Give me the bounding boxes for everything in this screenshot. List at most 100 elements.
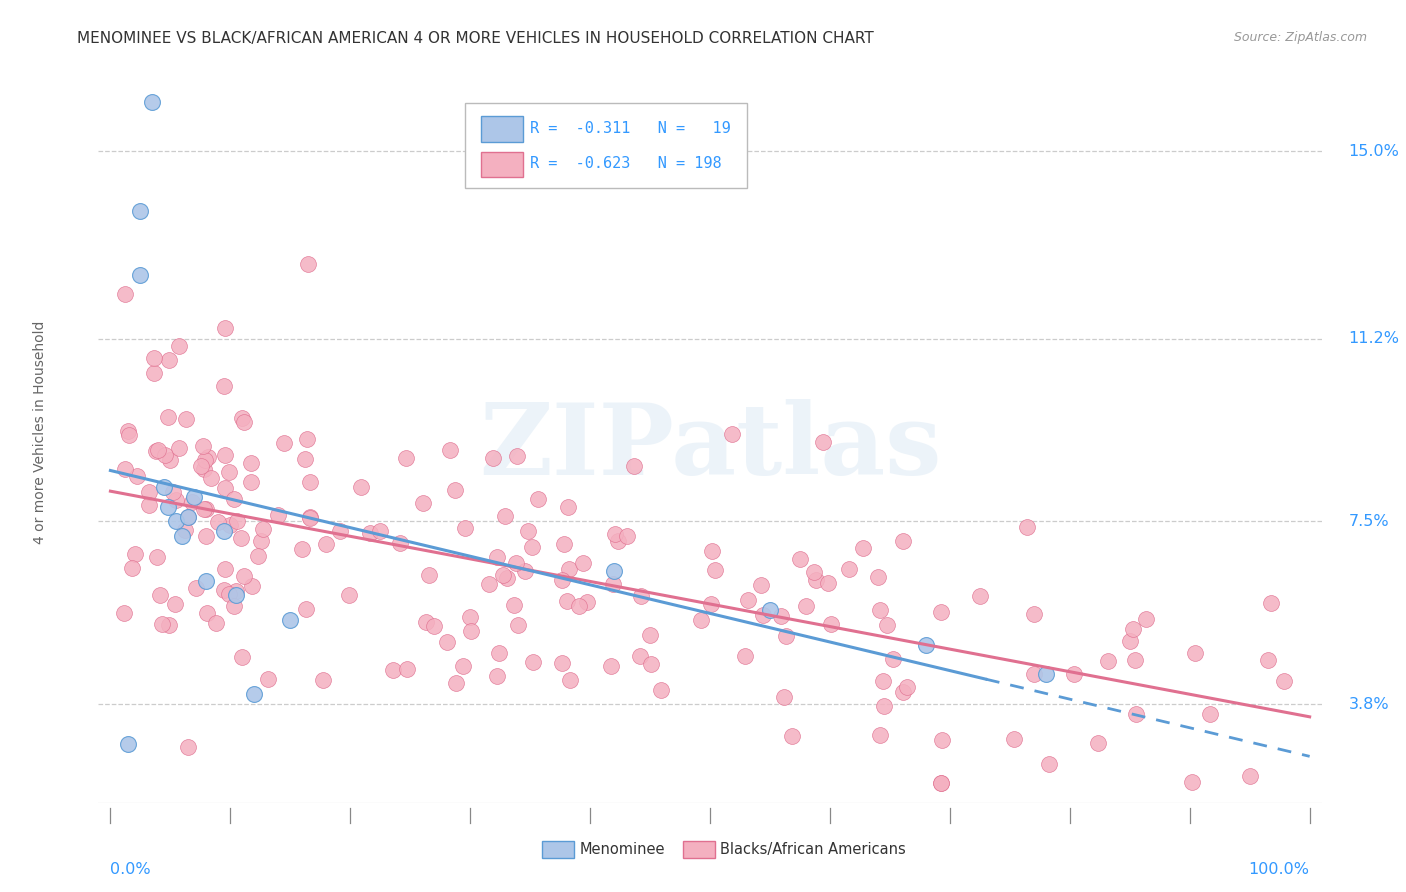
Text: R =  -0.623   N = 198: R = -0.623 N = 198 (530, 156, 721, 171)
Text: 11.2%: 11.2% (1348, 331, 1399, 346)
Point (553, 537, 575, 551)
Point (1119, 634, 1142, 648)
Point (640, 657, 662, 671)
Point (162, 484, 184, 499)
Point (628, 648, 651, 663)
Point (190, 459, 212, 474)
Point (395, 662, 418, 676)
Point (298, 475, 321, 490)
Point (1260, 596, 1282, 610)
Point (1087, 736, 1109, 750)
Point (231, 410, 253, 425)
Point (734, 649, 756, 664)
Text: 3.8%: 3.8% (1348, 697, 1389, 712)
Point (214, 524, 236, 539)
Point (239, 456, 262, 470)
Point (195, 606, 218, 620)
Point (749, 578, 772, 592)
Point (382, 664, 405, 678)
Point (1122, 623, 1144, 637)
Point (418, 568, 440, 582)
Point (929, 776, 952, 790)
Point (242, 579, 264, 593)
Point (143, 367, 166, 381)
Text: Blacks/African Americans: Blacks/African Americans (720, 842, 905, 857)
Point (225, 584, 247, 599)
Point (118, 428, 141, 442)
Point (297, 257, 319, 271)
Point (165, 515, 187, 529)
Point (876, 618, 898, 632)
Point (291, 541, 314, 556)
Point (194, 453, 217, 467)
Point (359, 525, 381, 540)
Point (1181, 774, 1204, 789)
Point (650, 683, 672, 698)
Point (299, 510, 322, 524)
Text: Source: ZipAtlas.com: Source: ZipAtlas.com (1233, 31, 1367, 45)
Point (506, 449, 529, 463)
Point (157, 352, 180, 367)
Point (931, 733, 953, 747)
Point (167, 442, 190, 456)
Point (172, 529, 194, 543)
Point (329, 524, 352, 538)
Point (214, 448, 236, 462)
Point (891, 533, 914, 548)
Point (868, 570, 890, 584)
Point (1239, 769, 1261, 783)
Point (526, 492, 548, 507)
Point (494, 509, 516, 524)
Point (204, 616, 226, 631)
Point (602, 577, 624, 591)
Point (214, 562, 236, 576)
FancyBboxPatch shape (683, 841, 714, 857)
Point (125, 469, 148, 483)
Point (121, 561, 143, 575)
Point (156, 500, 179, 514)
Point (780, 729, 803, 743)
Point (129, 203, 152, 218)
Point (267, 508, 290, 522)
Point (478, 577, 501, 591)
Point (114, 462, 136, 476)
Point (249, 533, 271, 548)
Point (513, 565, 536, 579)
Point (838, 562, 860, 576)
Point (638, 628, 661, 642)
Point (550, 656, 572, 670)
Point (218, 465, 240, 479)
Point (422, 618, 444, 632)
Point (929, 605, 952, 619)
Point (207, 515, 229, 529)
Point (225, 514, 247, 528)
Point (794, 599, 817, 614)
Point (219, 518, 242, 533)
Point (1123, 653, 1146, 667)
Point (752, 608, 775, 623)
Point (789, 551, 811, 566)
Text: 15.0%: 15.0% (1348, 144, 1399, 159)
Point (273, 436, 295, 450)
Point (451, 659, 474, 673)
Point (770, 608, 793, 623)
Point (969, 590, 991, 604)
Point (820, 616, 842, 631)
Point (690, 613, 713, 627)
Point (294, 452, 316, 467)
Point (496, 570, 519, 584)
Point (146, 443, 169, 458)
Point (804, 573, 827, 587)
Point (616, 529, 638, 543)
Point (852, 541, 875, 555)
Point (915, 638, 938, 652)
Point (557, 500, 579, 515)
Point (218, 587, 240, 601)
Point (112, 606, 135, 620)
Point (415, 615, 437, 629)
Point (229, 531, 252, 545)
Point (702, 544, 724, 558)
Text: MENOMINEE VS BLACK/AFRICAN AMERICAN 4 OR MORE VEHICLES IN HOUSEHOLD CORRELATION : MENOMINEE VS BLACK/AFRICAN AMERICAN 4 OR… (77, 31, 875, 46)
Point (117, 737, 139, 751)
Point (605, 527, 627, 541)
